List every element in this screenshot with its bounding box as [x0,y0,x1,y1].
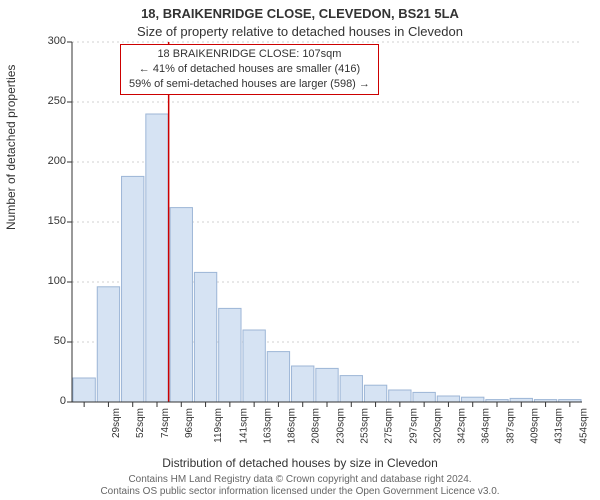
bar [292,366,314,402]
info-box-line1: 18 BRAIKENRIDGE CLOSE: 107sqm [129,47,370,62]
title-address: 18, BRAIKENRIDGE CLOSE, CLEVEDON, BS21 5… [0,6,600,21]
info-box-line2: ← 41% of detached houses are smaller (41… [129,62,370,77]
bar [510,398,532,402]
footer-attribution: Contains HM Land Registry data © Crown c… [0,474,600,498]
y-tick-label: 200 [6,155,66,167]
x-tick-label: 163sqm [262,408,273,444]
bar [340,376,362,402]
y-tick-label: 100 [6,275,66,287]
chart-container: 18, BRAIKENRIDGE CLOSE, CLEVEDON, BS21 5… [0,0,600,500]
y-axis-label: Number of detached properties [4,65,18,230]
x-tick-label: 431sqm [554,408,565,444]
bar [462,397,484,402]
y-tick-label: 300 [6,35,66,47]
x-tick-label: 119sqm [213,408,224,443]
bar [316,368,338,402]
x-tick-label: 454sqm [578,408,589,444]
title-subtitle: Size of property relative to detached ho… [0,24,600,39]
x-tick-label: 230sqm [335,408,346,444]
bar [194,272,216,402]
bar [219,308,241,402]
bar [122,176,144,402]
bar [146,114,168,402]
bar [170,208,192,402]
x-tick-label: 186sqm [287,408,298,444]
x-tick-label: 208sqm [311,408,322,444]
bar [267,352,289,402]
bar [73,378,95,402]
histogram-plot [72,42,582,402]
x-tick-label: 141sqm [238,408,249,444]
x-tick-label: 387sqm [505,408,516,444]
x-tick-label: 29sqm [111,408,122,438]
y-tick-label: 0 [6,395,66,407]
x-tick-label: 320sqm [432,408,443,444]
info-box-line3: 59% of semi-detached houses are larger (… [129,77,370,92]
bar [389,390,411,402]
x-tick-label: 275sqm [384,408,395,444]
bar [97,287,119,402]
y-tick-label: 50 [6,335,66,347]
x-tick-label: 409sqm [530,408,541,444]
footer-line1: Contains HM Land Registry data © Crown c… [0,474,600,486]
x-tick-label: 96sqm [184,408,195,438]
bar [437,396,459,402]
y-tick-label: 150 [6,215,66,227]
x-tick-label: 297sqm [408,408,419,444]
y-tick-label: 250 [6,95,66,107]
x-tick-label: 342sqm [457,408,468,444]
x-tick-label: 74sqm [160,408,171,438]
info-box: 18 BRAIKENRIDGE CLOSE: 107sqm ← 41% of d… [120,44,379,95]
x-tick-label: 253sqm [360,408,371,444]
bar [364,385,386,402]
footer-line2: Contains OS public sector information li… [0,486,600,498]
bar [413,392,435,402]
bar [243,330,265,402]
x-tick-label: 364sqm [481,408,492,444]
x-axis-label: Distribution of detached houses by size … [0,456,600,470]
x-tick-label: 52sqm [135,408,146,438]
